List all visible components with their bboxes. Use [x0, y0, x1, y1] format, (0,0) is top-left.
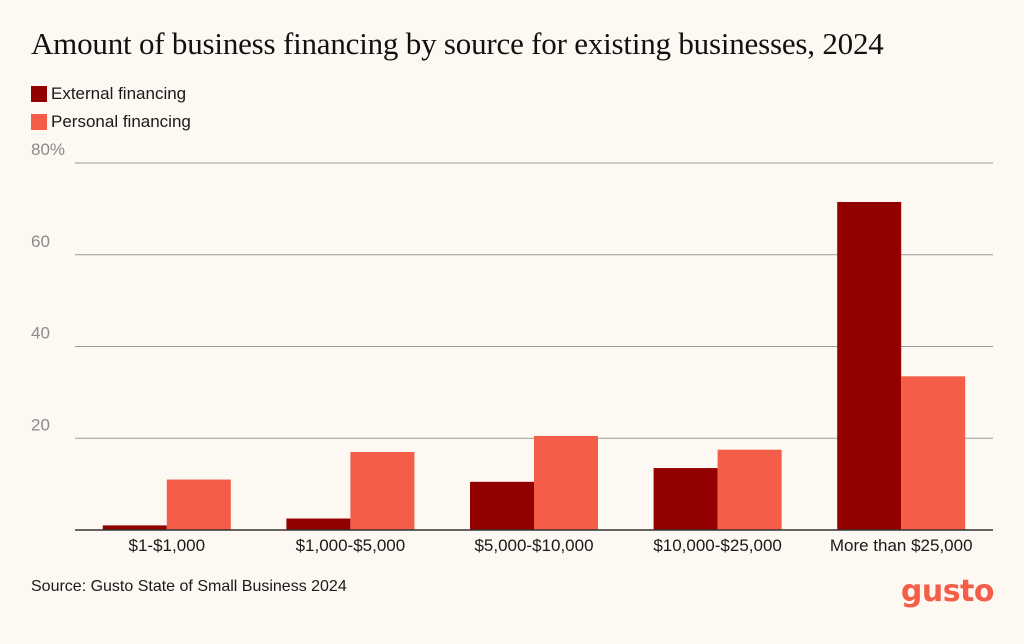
- y-tick-label: 20: [31, 415, 50, 434]
- x-tick-label: $1,000-$5,000: [296, 536, 406, 555]
- gusto-logo: gusto: [900, 574, 995, 609]
- bar-personal: [717, 449, 782, 530]
- bar-external: [837, 201, 902, 530]
- x-tick-label: $1-$1,000: [129, 536, 206, 555]
- bar-external: [102, 525, 167, 530]
- legend-swatch-external: [31, 86, 47, 102]
- bar-personal: [534, 435, 598, 530]
- y-tick-label: 60: [31, 232, 50, 251]
- bar-external: [470, 481, 534, 530]
- bar-personal: [350, 452, 415, 530]
- bar-personal: [166, 479, 231, 530]
- legend-item-external: External financing: [31, 80, 191, 108]
- y-tick-label: 40: [31, 324, 50, 343]
- bar-external: [653, 468, 718, 530]
- bar-external: [286, 518, 351, 530]
- chart-title: Amount of business financing by source f…: [31, 26, 884, 61]
- y-tick-label: 80%: [31, 140, 65, 159]
- legend-label-personal: Personal financing: [51, 112, 191, 131]
- x-tick-label: $10,000-$25,000: [653, 536, 782, 555]
- source-note: Source: Gusto State of Small Business 20…: [31, 578, 347, 595]
- legend-item-personal: Personal financing: [31, 108, 191, 136]
- x-tick-label: More than $25,000: [830, 536, 973, 555]
- x-tick-label: $5,000-$10,000: [474, 536, 593, 555]
- legend-label-external: External financing: [51, 84, 187, 103]
- bar-personal: [901, 376, 966, 530]
- legend-swatch-personal: [31, 114, 47, 130]
- legend: External financing Personal financing: [31, 80, 191, 136]
